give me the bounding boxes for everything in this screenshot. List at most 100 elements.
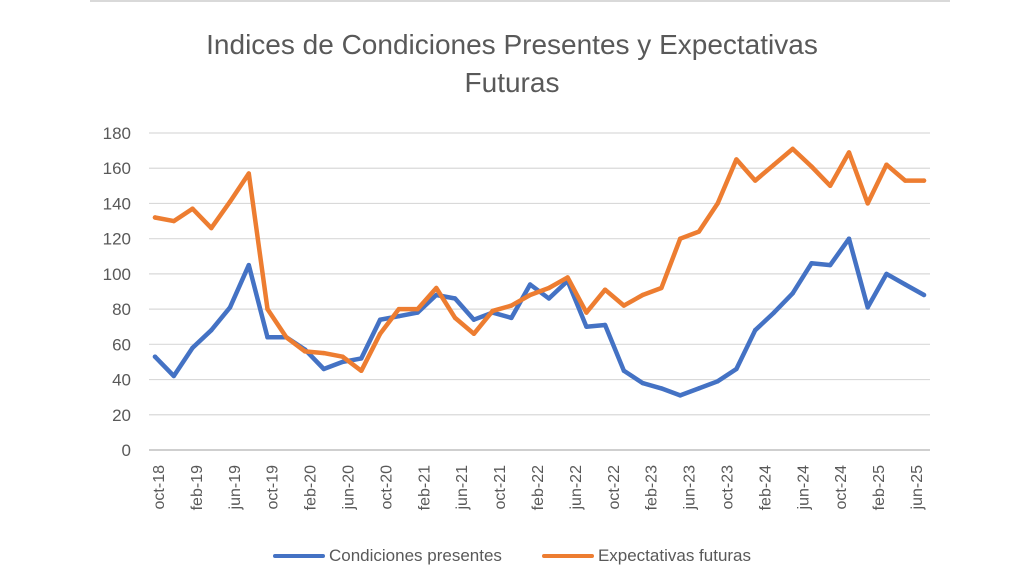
data-point bbox=[359, 356, 364, 361]
x-tick-label: oct-20 bbox=[378, 465, 395, 510]
y-tick-label: 0 bbox=[122, 441, 131, 460]
x-tick-label: feb-22 bbox=[530, 465, 547, 510]
data-point bbox=[546, 296, 552, 301]
x-tick-label: feb-19 bbox=[189, 465, 206, 510]
legend-swatch-condiciones bbox=[272, 554, 325, 558]
data-point bbox=[771, 162, 777, 167]
data-point bbox=[602, 322, 608, 328]
data-point bbox=[284, 335, 289, 340]
data-point bbox=[209, 225, 214, 231]
y-tick-label: 120 bbox=[103, 230, 131, 249]
data-point bbox=[565, 275, 570, 280]
data-point bbox=[302, 349, 308, 354]
data-point bbox=[846, 150, 852, 155]
data-point bbox=[621, 303, 627, 308]
data-point bbox=[884, 271, 889, 277]
data-point bbox=[452, 296, 458, 301]
x-tick-label: jun-21 bbox=[454, 465, 471, 511]
x-tick-label: oct-21 bbox=[492, 465, 509, 510]
data-point bbox=[152, 354, 158, 359]
x-tick-label: jun-24 bbox=[795, 465, 812, 511]
data-point bbox=[640, 292, 645, 298]
x-tick-label: oct-19 bbox=[265, 465, 282, 510]
y-tick-label: 80 bbox=[112, 300, 131, 319]
data-point bbox=[865, 305, 870, 310]
data-point bbox=[678, 393, 683, 398]
data-point bbox=[546, 285, 552, 291]
data-point bbox=[265, 335, 270, 340]
data-point bbox=[190, 206, 195, 211]
data-point bbox=[265, 306, 270, 312]
data-point bbox=[696, 386, 702, 391]
data-point bbox=[471, 317, 477, 322]
x-tick-label: oct-23 bbox=[720, 465, 737, 510]
x-tick-label: jun-23 bbox=[682, 465, 699, 511]
legend-label-expectativas: Expectativas futuras bbox=[597, 546, 752, 565]
y-axis-tick-labels: 0 20 40 60 80 100 120 140 160 180 bbox=[103, 124, 131, 460]
y-tick-label: 40 bbox=[112, 371, 131, 390]
data-point bbox=[227, 199, 233, 204]
data-point bbox=[602, 287, 608, 292]
y-tick-label: 20 bbox=[112, 406, 131, 425]
data-point bbox=[527, 292, 533, 298]
legend-item-expectativas: Expectativas futuras bbox=[541, 546, 752, 566]
legend-label-condiciones: Condiciones presentes bbox=[328, 546, 502, 565]
legend-swatch-expectativas bbox=[541, 554, 594, 558]
data-point bbox=[434, 285, 439, 291]
data-point bbox=[921, 178, 927, 183]
data-point bbox=[152, 215, 158, 220]
data-point bbox=[715, 379, 720, 384]
x-tick-label: jun-25 bbox=[909, 465, 926, 511]
data-point bbox=[452, 315, 458, 321]
chart-title: Indices de Condiciones Presentes y Expec… bbox=[0, 26, 1024, 102]
data-point bbox=[715, 201, 720, 206]
data-point bbox=[584, 324, 589, 329]
data-point bbox=[734, 366, 739, 372]
data-point bbox=[790, 291, 795, 296]
data-point bbox=[359, 368, 364, 373]
data-point bbox=[921, 292, 927, 298]
x-tick-label: jun-22 bbox=[568, 465, 585, 511]
data-point bbox=[321, 350, 326, 356]
chart-title-line-1: Indices de Condiciones Presentes y Expec… bbox=[206, 29, 818, 60]
data-point bbox=[321, 366, 326, 372]
data-point bbox=[771, 310, 777, 315]
line-chart: 0 20 40 60 80 100 120 140 160 180 oct-18 feb-19 jun… bbox=[103, 124, 930, 511]
data-point bbox=[753, 178, 758, 183]
data-point bbox=[659, 386, 664, 391]
data-point bbox=[377, 331, 383, 336]
x-tick-label: jun-19 bbox=[227, 465, 244, 511]
data-point bbox=[227, 305, 233, 310]
x-tick-label: feb-23 bbox=[644, 465, 661, 510]
data-point bbox=[190, 345, 195, 351]
data-point bbox=[809, 164, 814, 169]
data-point bbox=[696, 229, 702, 234]
legend-item-condiciones: Condiciones presentes bbox=[272, 546, 502, 566]
y-tick-label: 100 bbox=[103, 265, 131, 284]
legend: Condiciones presentes Expectativas futur… bbox=[0, 546, 1024, 566]
data-point bbox=[396, 314, 401, 319]
data-point bbox=[828, 183, 833, 188]
data-point bbox=[678, 236, 683, 241]
data-point bbox=[621, 368, 627, 373]
data-point bbox=[377, 317, 383, 322]
data-point bbox=[509, 303, 514, 308]
data-point bbox=[509, 315, 514, 321]
x-tick-label: feb-25 bbox=[871, 465, 888, 510]
x-tick-label: jun-20 bbox=[341, 465, 358, 511]
data-point bbox=[659, 285, 664, 291]
series-lines bbox=[152, 146, 927, 398]
data-point bbox=[903, 282, 908, 287]
y-tick-label: 160 bbox=[103, 159, 131, 178]
chart-title-line-2: Futuras bbox=[464, 67, 560, 98]
x-tick-label: feb-20 bbox=[303, 465, 320, 510]
data-point bbox=[171, 218, 176, 224]
data-point bbox=[640, 380, 645, 386]
y-tick-label: 140 bbox=[103, 194, 131, 213]
data-point bbox=[809, 261, 814, 266]
x-tick-label: oct-22 bbox=[606, 465, 623, 510]
x-tick-label: feb-21 bbox=[416, 465, 433, 510]
x-tick-label: oct-24 bbox=[833, 465, 850, 510]
data-point bbox=[246, 262, 251, 268]
data-point bbox=[828, 262, 833, 268]
